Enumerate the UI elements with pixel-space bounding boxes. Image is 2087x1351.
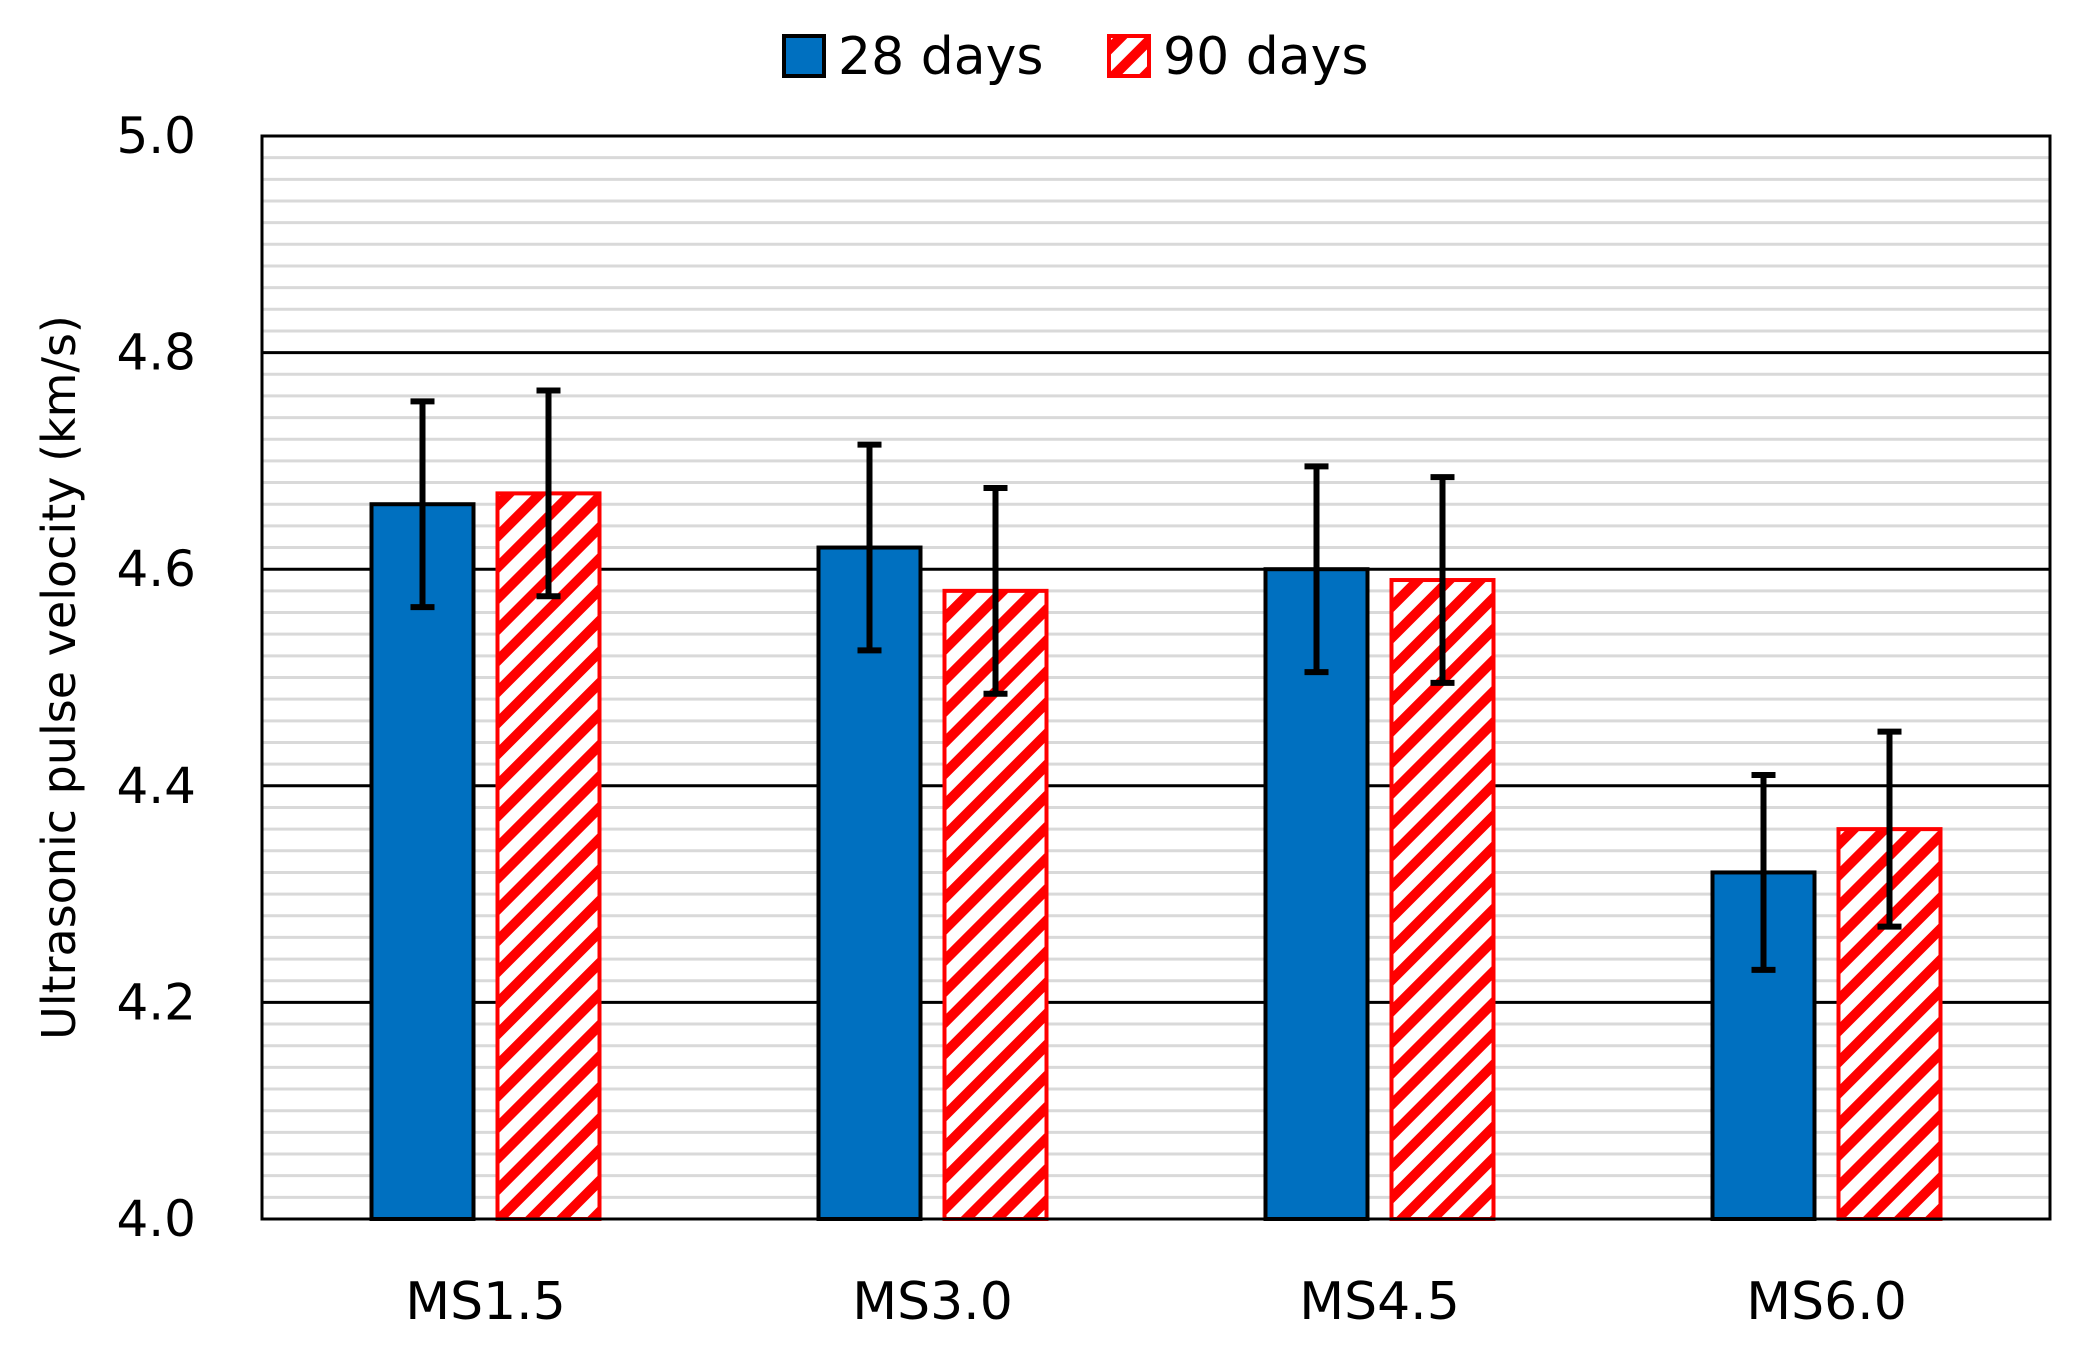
bar-28-days-MS3.0	[816, 545, 923, 1221]
error-bar-90-days-MS4.5	[1430, 474, 1455, 686]
x-tick-label: MS1.5	[405, 1272, 566, 1332]
plot-area-frame	[260, 134, 2052, 1221]
legend-swatch-90-days	[1107, 34, 1151, 78]
y-tick-label: 4.6	[116, 540, 196, 598]
y-tick-label: 4.2	[116, 973, 196, 1031]
error-bars	[410, 387, 1902, 973]
legend-swatch-28-days	[782, 34, 826, 78]
legend-label-28-days: 28 days	[838, 27, 1043, 87]
y-axis-label: Ultrasonic pulse velocity (km/s)	[32, 315, 86, 1040]
error-bar-28-days-MS3.0	[857, 441, 882, 654]
y-tick-label: 4.4	[116, 757, 196, 815]
y-axis-ticks: 4.0 4.2 4.4 4.6 4.8 5.0	[116, 107, 196, 1248]
legend: 28 days 90 days	[782, 27, 1368, 87]
error-bar-90-days-MS3.0	[983, 484, 1008, 697]
error-bar-90-days-MS1.5	[536, 387, 561, 600]
x-tick-label: MS6.0	[1746, 1272, 1907, 1332]
error-bar-28-days-MS4.5	[1304, 463, 1329, 676]
y-tick-label: 5.0	[116, 107, 196, 165]
error-bar-90-days-MS6.0	[1877, 728, 1902, 930]
legend-label-90-days: 90 days	[1163, 27, 1368, 87]
bar-90-days-MS1.5	[495, 491, 602, 1221]
y-tick-label: 4.0	[116, 1190, 196, 1248]
error-bar-28-days-MS1.5	[410, 398, 435, 611]
error-bar-28-days-MS6.0	[1751, 771, 1776, 973]
y-tick-label: 4.8	[116, 324, 196, 382]
x-axis-ticks: MS1.5 MS3.0 MS4.5 MS6.0	[405, 1272, 1907, 1332]
x-tick-label: MS3.0	[852, 1272, 1013, 1332]
bar-28-days-MS1.5	[369, 502, 476, 1222]
x-tick-label: MS4.5	[1299, 1272, 1460, 1332]
